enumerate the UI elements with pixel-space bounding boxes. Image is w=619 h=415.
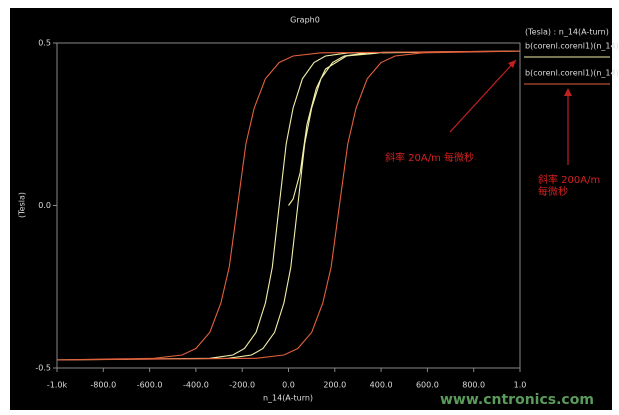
x-axis-label: n_14(A-turn) xyxy=(263,394,313,403)
legend-title: (Tesla) : n_14(A-turn) xyxy=(525,28,609,37)
x-tick-label: 800.0 xyxy=(462,381,485,390)
x-tick-label: -200.0 xyxy=(229,381,255,390)
arrow xyxy=(449,59,517,133)
x-tick-label: -800.0 xyxy=(90,381,116,390)
y-tick-label: 0.5 xyxy=(38,39,51,48)
x-tick-label: -1.0k xyxy=(47,381,68,390)
arrow-head xyxy=(508,60,516,68)
x-tick-label: 200.0 xyxy=(323,381,346,390)
arrow-head xyxy=(564,88,572,96)
annotation: 每微秒 xyxy=(538,185,568,198)
series-line xyxy=(56,50,521,361)
x-tick-label: 1.0 xyxy=(514,381,527,390)
y-axis-label: (Tesla) xyxy=(18,192,27,218)
y-tick-label: -0.5 xyxy=(35,364,51,373)
annotation: 斜率 200A/m xyxy=(538,173,600,186)
chart-title: Graph0 xyxy=(290,16,320,25)
watermark: www.cntronics.com xyxy=(440,392,594,408)
x-tick-label: 600.0 xyxy=(416,381,439,390)
panel xyxy=(10,8,612,410)
x-tick-label: 0.0 xyxy=(282,381,295,390)
legend-label: b(corenl.corenl1)(n_14) xyxy=(525,69,619,78)
legend-label: b(corenl.corenl1)(n_14) xyxy=(525,42,619,51)
x-tick-label: 400.0 xyxy=(370,381,393,390)
x-tick-label: -400.0 xyxy=(183,381,209,390)
annotation: 斜率 20A/m 每微秒 xyxy=(385,151,474,164)
y-tick-label: 0.0 xyxy=(38,201,51,210)
x-tick-label: -600.0 xyxy=(137,381,163,390)
series-line xyxy=(56,50,521,361)
